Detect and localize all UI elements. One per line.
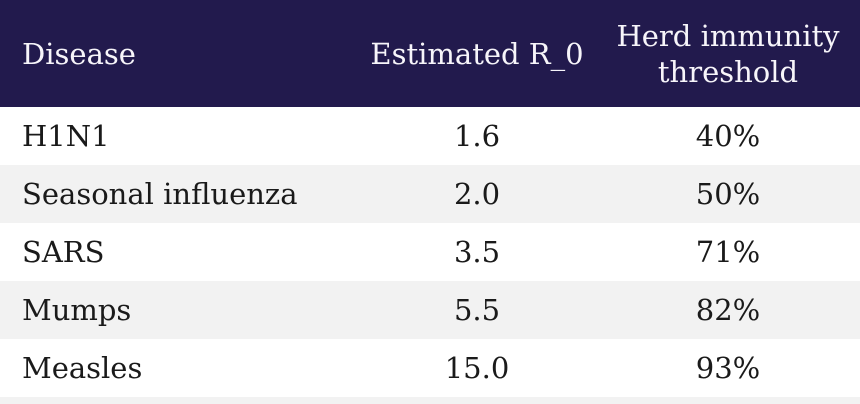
column-header-disease: Disease — [22, 36, 136, 71]
r0-cell: 3.5 — [453, 235, 501, 269]
table-row: H1N1 1.6 40% — [0, 107, 860, 165]
table-row: Mumps 5.5 82% — [0, 281, 860, 339]
threshold-cell: 40% — [695, 119, 761, 153]
r0-cell: 1.6 — [453, 119, 501, 153]
column-header-estimated-r0: Estimated R_0 — [370, 36, 584, 71]
disease-cell: H1N1 — [22, 119, 110, 153]
threshold-cell: 50% — [695, 177, 761, 211]
r0-cell: 5.5 — [453, 293, 501, 327]
table-row: SARS 3.5 71% — [0, 223, 860, 281]
disease-cell: Measles — [22, 351, 143, 385]
next-row-partial-strip — [0, 397, 860, 404]
header-row: Disease Estimated R_0 Herd immunity thre… — [0, 0, 860, 107]
table-body: H1N1 1.6 40% Seasonal influenza 2.0 50% SARS 3.… — [0, 107, 860, 397]
table-header: Disease Estimated R_0 Herd immunity thre… — [0, 0, 860, 107]
disease-cell: Seasonal influenza — [22, 177, 298, 211]
disease-cell: Mumps — [22, 293, 132, 327]
column-header-herd-immunity-threshold: Herd immunity threshold — [616, 18, 840, 89]
threshold-cell: 82% — [695, 293, 761, 327]
table-row: Seasonal influenza 2.0 50% — [0, 165, 860, 223]
disease-cell: SARS — [22, 235, 105, 269]
threshold-cell: 93% — [695, 351, 761, 385]
table-row: Measles 15.0 93% — [0, 339, 860, 397]
r0-cell: 2.0 — [453, 177, 501, 211]
threshold-cell: 71% — [695, 235, 761, 269]
r0-cell: 15.0 — [444, 351, 510, 385]
